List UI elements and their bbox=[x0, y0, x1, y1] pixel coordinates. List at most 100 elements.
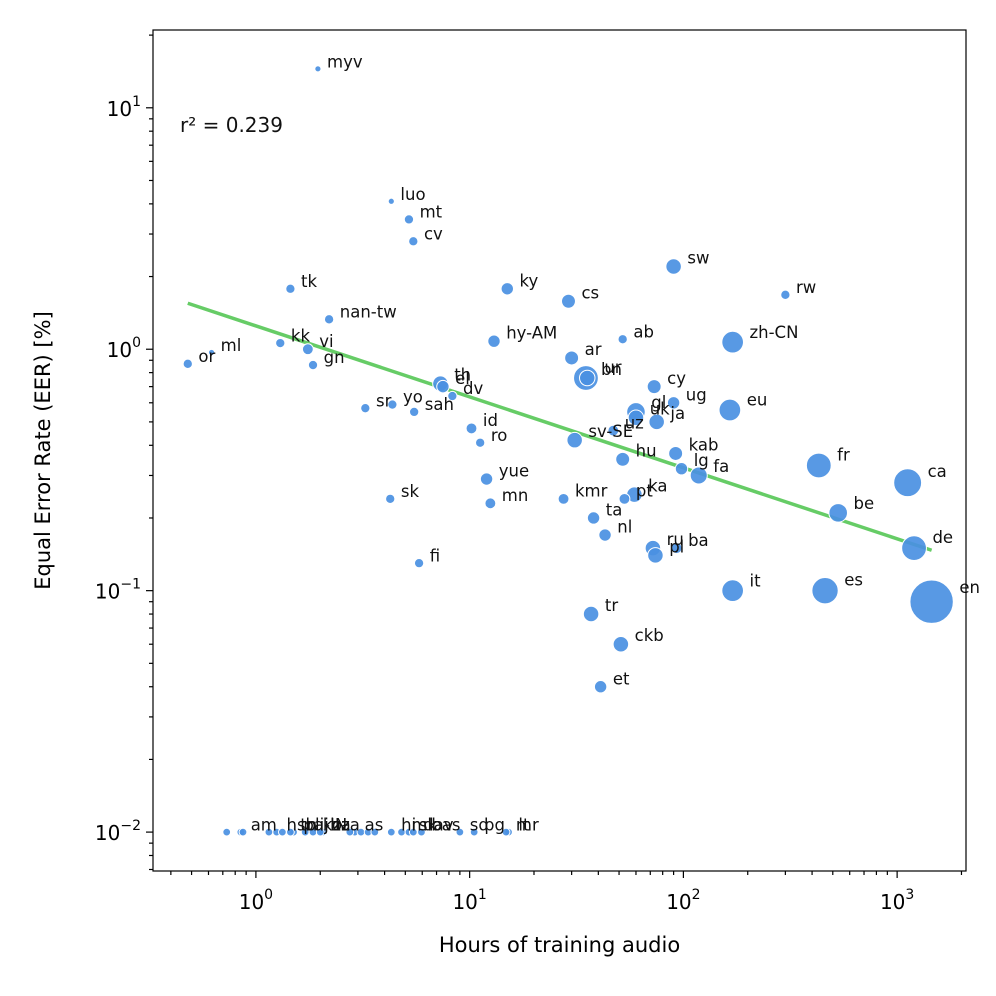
point-label: pa-IN bbox=[303, 816, 347, 835]
data-point-ba bbox=[670, 542, 683, 555]
data-point-hu bbox=[615, 451, 631, 467]
point-label: ug bbox=[686, 385, 707, 404]
data-point-el bbox=[436, 379, 450, 394]
plot-frame bbox=[152, 29, 967, 872]
data-point-mr bbox=[501, 827, 511, 837]
point-label: gl bbox=[651, 393, 666, 412]
point-label: lg bbox=[694, 451, 709, 470]
point-label: gn bbox=[324, 348, 345, 367]
point-label: tk bbox=[301, 272, 317, 291]
data-point-fi bbox=[413, 558, 425, 569]
data-point-sw bbox=[665, 258, 682, 275]
data-point-tk bbox=[285, 283, 296, 294]
data-point-es bbox=[811, 576, 839, 605]
point-label: ur bbox=[604, 358, 621, 377]
point-label: id bbox=[483, 411, 498, 430]
data-point bbox=[264, 827, 274, 837]
point-label: ko bbox=[323, 816, 342, 835]
data-point-nl bbox=[598, 528, 612, 542]
point-label: luo bbox=[400, 185, 425, 204]
point-label: uz bbox=[625, 413, 644, 432]
data-point-mt bbox=[403, 214, 415, 225]
point-label: ckb bbox=[635, 626, 664, 645]
point-label: hi bbox=[401, 816, 416, 835]
data-point-gn bbox=[307, 359, 319, 371]
point-label: de bbox=[932, 528, 953, 547]
point-label: th bbox=[454, 366, 471, 385]
point-label: ca bbox=[928, 462, 947, 481]
data-point-tr bbox=[582, 605, 600, 623]
data-point-lg bbox=[674, 462, 689, 476]
point-label: ar bbox=[585, 340, 602, 359]
point-label: sk bbox=[401, 482, 420, 501]
data-point-ca bbox=[893, 468, 923, 498]
point-label: yo bbox=[403, 388, 423, 407]
data-point-hi bbox=[386, 827, 396, 837]
point-label: cy bbox=[667, 369, 686, 388]
data-point-myv bbox=[314, 65, 322, 73]
point-label: cv bbox=[424, 224, 443, 243]
data-point-fr bbox=[805, 452, 832, 479]
point-label: bas bbox=[431, 816, 460, 835]
point-label: sl bbox=[419, 816, 432, 835]
point-label: nan-tw bbox=[340, 302, 397, 321]
point-label: fa bbox=[713, 457, 729, 476]
point-label: kab bbox=[689, 436, 719, 455]
data-point-uk bbox=[627, 409, 645, 427]
data-point-pt bbox=[618, 492, 631, 505]
data-point-ha bbox=[315, 827, 325, 837]
point-label: mk bbox=[411, 816, 437, 835]
tick-layer bbox=[146, 34, 963, 878]
data-point-kab bbox=[668, 446, 684, 461]
data-point-ky bbox=[500, 282, 514, 296]
point-label: hy-AM bbox=[506, 324, 557, 343]
point-label: es bbox=[844, 570, 863, 589]
point-label: ba bbox=[688, 531, 709, 550]
point-label: ka bbox=[648, 476, 667, 495]
point-label: ro bbox=[491, 426, 508, 445]
point-label: ha bbox=[330, 816, 351, 835]
point-label: myv bbox=[327, 53, 363, 72]
data-point-ar bbox=[564, 350, 580, 366]
data-point-nan-tw bbox=[323, 314, 335, 325]
data-point-ja bbox=[648, 413, 665, 431]
point-label: bn bbox=[601, 360, 622, 379]
point-label: sah bbox=[425, 395, 454, 414]
point-label: yue bbox=[499, 462, 529, 481]
point-label: kk bbox=[291, 326, 311, 345]
data-point-ta bbox=[586, 511, 601, 525]
point-label: vi bbox=[319, 332, 333, 351]
data-point-sq bbox=[455, 827, 465, 837]
point-label: cs bbox=[581, 283, 599, 302]
x-tick-label: 101 bbox=[452, 887, 486, 914]
data-point-vi bbox=[301, 343, 314, 356]
data-point-ro bbox=[475, 437, 486, 448]
point-label: mt bbox=[420, 203, 443, 222]
data-point bbox=[222, 827, 232, 837]
data-point-dv bbox=[447, 390, 458, 402]
point-label: kmr bbox=[575, 482, 608, 501]
y-tick-label: 101 bbox=[107, 94, 141, 121]
point-label: sv-SE bbox=[588, 422, 633, 441]
data-point-cv bbox=[408, 236, 419, 247]
point-label: or bbox=[198, 347, 215, 366]
data-point bbox=[278, 827, 287, 837]
data-point-it bbox=[721, 579, 744, 603]
point-label: et bbox=[613, 669, 630, 688]
x-axis-title: Hours of training audio bbox=[439, 933, 680, 957]
tick-labels: 100 101 102 103 10−2 10−1 100 101 bbox=[95, 94, 914, 914]
point-label: am bbox=[251, 816, 277, 835]
data-point-cs bbox=[561, 293, 576, 309]
x-tick-label: 100 bbox=[239, 887, 273, 914]
point-label: bg bbox=[484, 816, 505, 835]
point-label: as bbox=[365, 816, 384, 835]
data-point-bn bbox=[579, 369, 596, 387]
data-point-sv-SE bbox=[566, 431, 583, 449]
data-point-mn bbox=[484, 497, 497, 510]
point-label: uk bbox=[650, 400, 670, 419]
point-label: mr bbox=[516, 816, 539, 835]
point-label: fi bbox=[430, 546, 440, 565]
data-point-pl bbox=[647, 547, 664, 564]
point-label: be bbox=[853, 494, 874, 513]
